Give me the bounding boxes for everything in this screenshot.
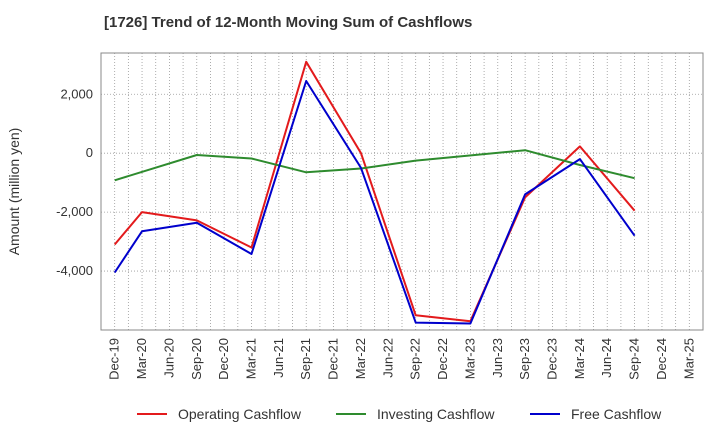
series-line-investing-cashflow (114, 149, 635, 182)
y-axis-label: Amount (million yen) (6, 128, 22, 256)
x-tick-label: Dec-21 (326, 338, 341, 380)
x-tick-label: Jun-24 (599, 338, 614, 378)
x-tick-label: Sep-20 (189, 338, 204, 380)
series-lines (113, 60, 636, 325)
x-tick-label: Sep-24 (627, 338, 642, 380)
legend-label-investing-cashflow: Investing Cashflow (377, 406, 495, 422)
y-tick-label: 2,000 (60, 86, 93, 101)
x-tick-label: Sep-22 (408, 338, 423, 380)
x-tick-label: Dec-23 (545, 338, 560, 380)
x-tick-labels: Dec-19 Mar-20 Jun-20 Sep-20 Dec-20 Mar-21 Jun-… (107, 338, 697, 380)
x-tick-label: Jun-23 (490, 338, 505, 378)
x-tick-label: Dec-20 (216, 338, 231, 380)
chart-title: [1726] Trend of 12-Month Moving Sum of C… (104, 14, 473, 31)
x-tick-label: Mar-25 (681, 338, 696, 379)
series-line-operating-cashflow (113, 60, 636, 323)
x-tick-label: Dec-24 (654, 338, 669, 380)
x-tick-label: Sep-21 (298, 338, 313, 380)
series-line-free-cashflow (113, 80, 636, 325)
y-tick-label: -2,000 (56, 204, 93, 219)
grid-lines (101, 53, 703, 330)
x-tick-label: Dec-22 (435, 338, 450, 380)
x-tick-label: Sep-23 (517, 338, 532, 380)
plot-border (100, 52, 704, 331)
y-tick-label: -4,000 (56, 263, 93, 278)
x-tick-label: Dec-19 (107, 338, 122, 380)
y-tick-label: 0 (86, 145, 93, 160)
x-tick-label: Jun-22 (380, 338, 395, 378)
x-tick-label: Mar-24 (572, 338, 587, 379)
x-tick-label: Jun-21 (271, 338, 286, 378)
x-tick-label: Mar-23 (462, 338, 477, 379)
x-tick-label: Mar-22 (353, 338, 368, 379)
legend: Operating Cashflow Investing Cashflow Free… (137, 406, 662, 422)
x-tick-label: Mar-20 (134, 338, 149, 379)
x-tick-label: Jun-20 (161, 338, 176, 378)
legend-label-operating-cashflow: Operating Cashflow (178, 406, 302, 422)
legend-label-free-cashflow: Free Cashflow (571, 406, 662, 422)
x-tick-label: Mar-21 (244, 338, 259, 379)
y-tick-labels: -4,000 -2,000 0 2,000 (56, 86, 93, 278)
